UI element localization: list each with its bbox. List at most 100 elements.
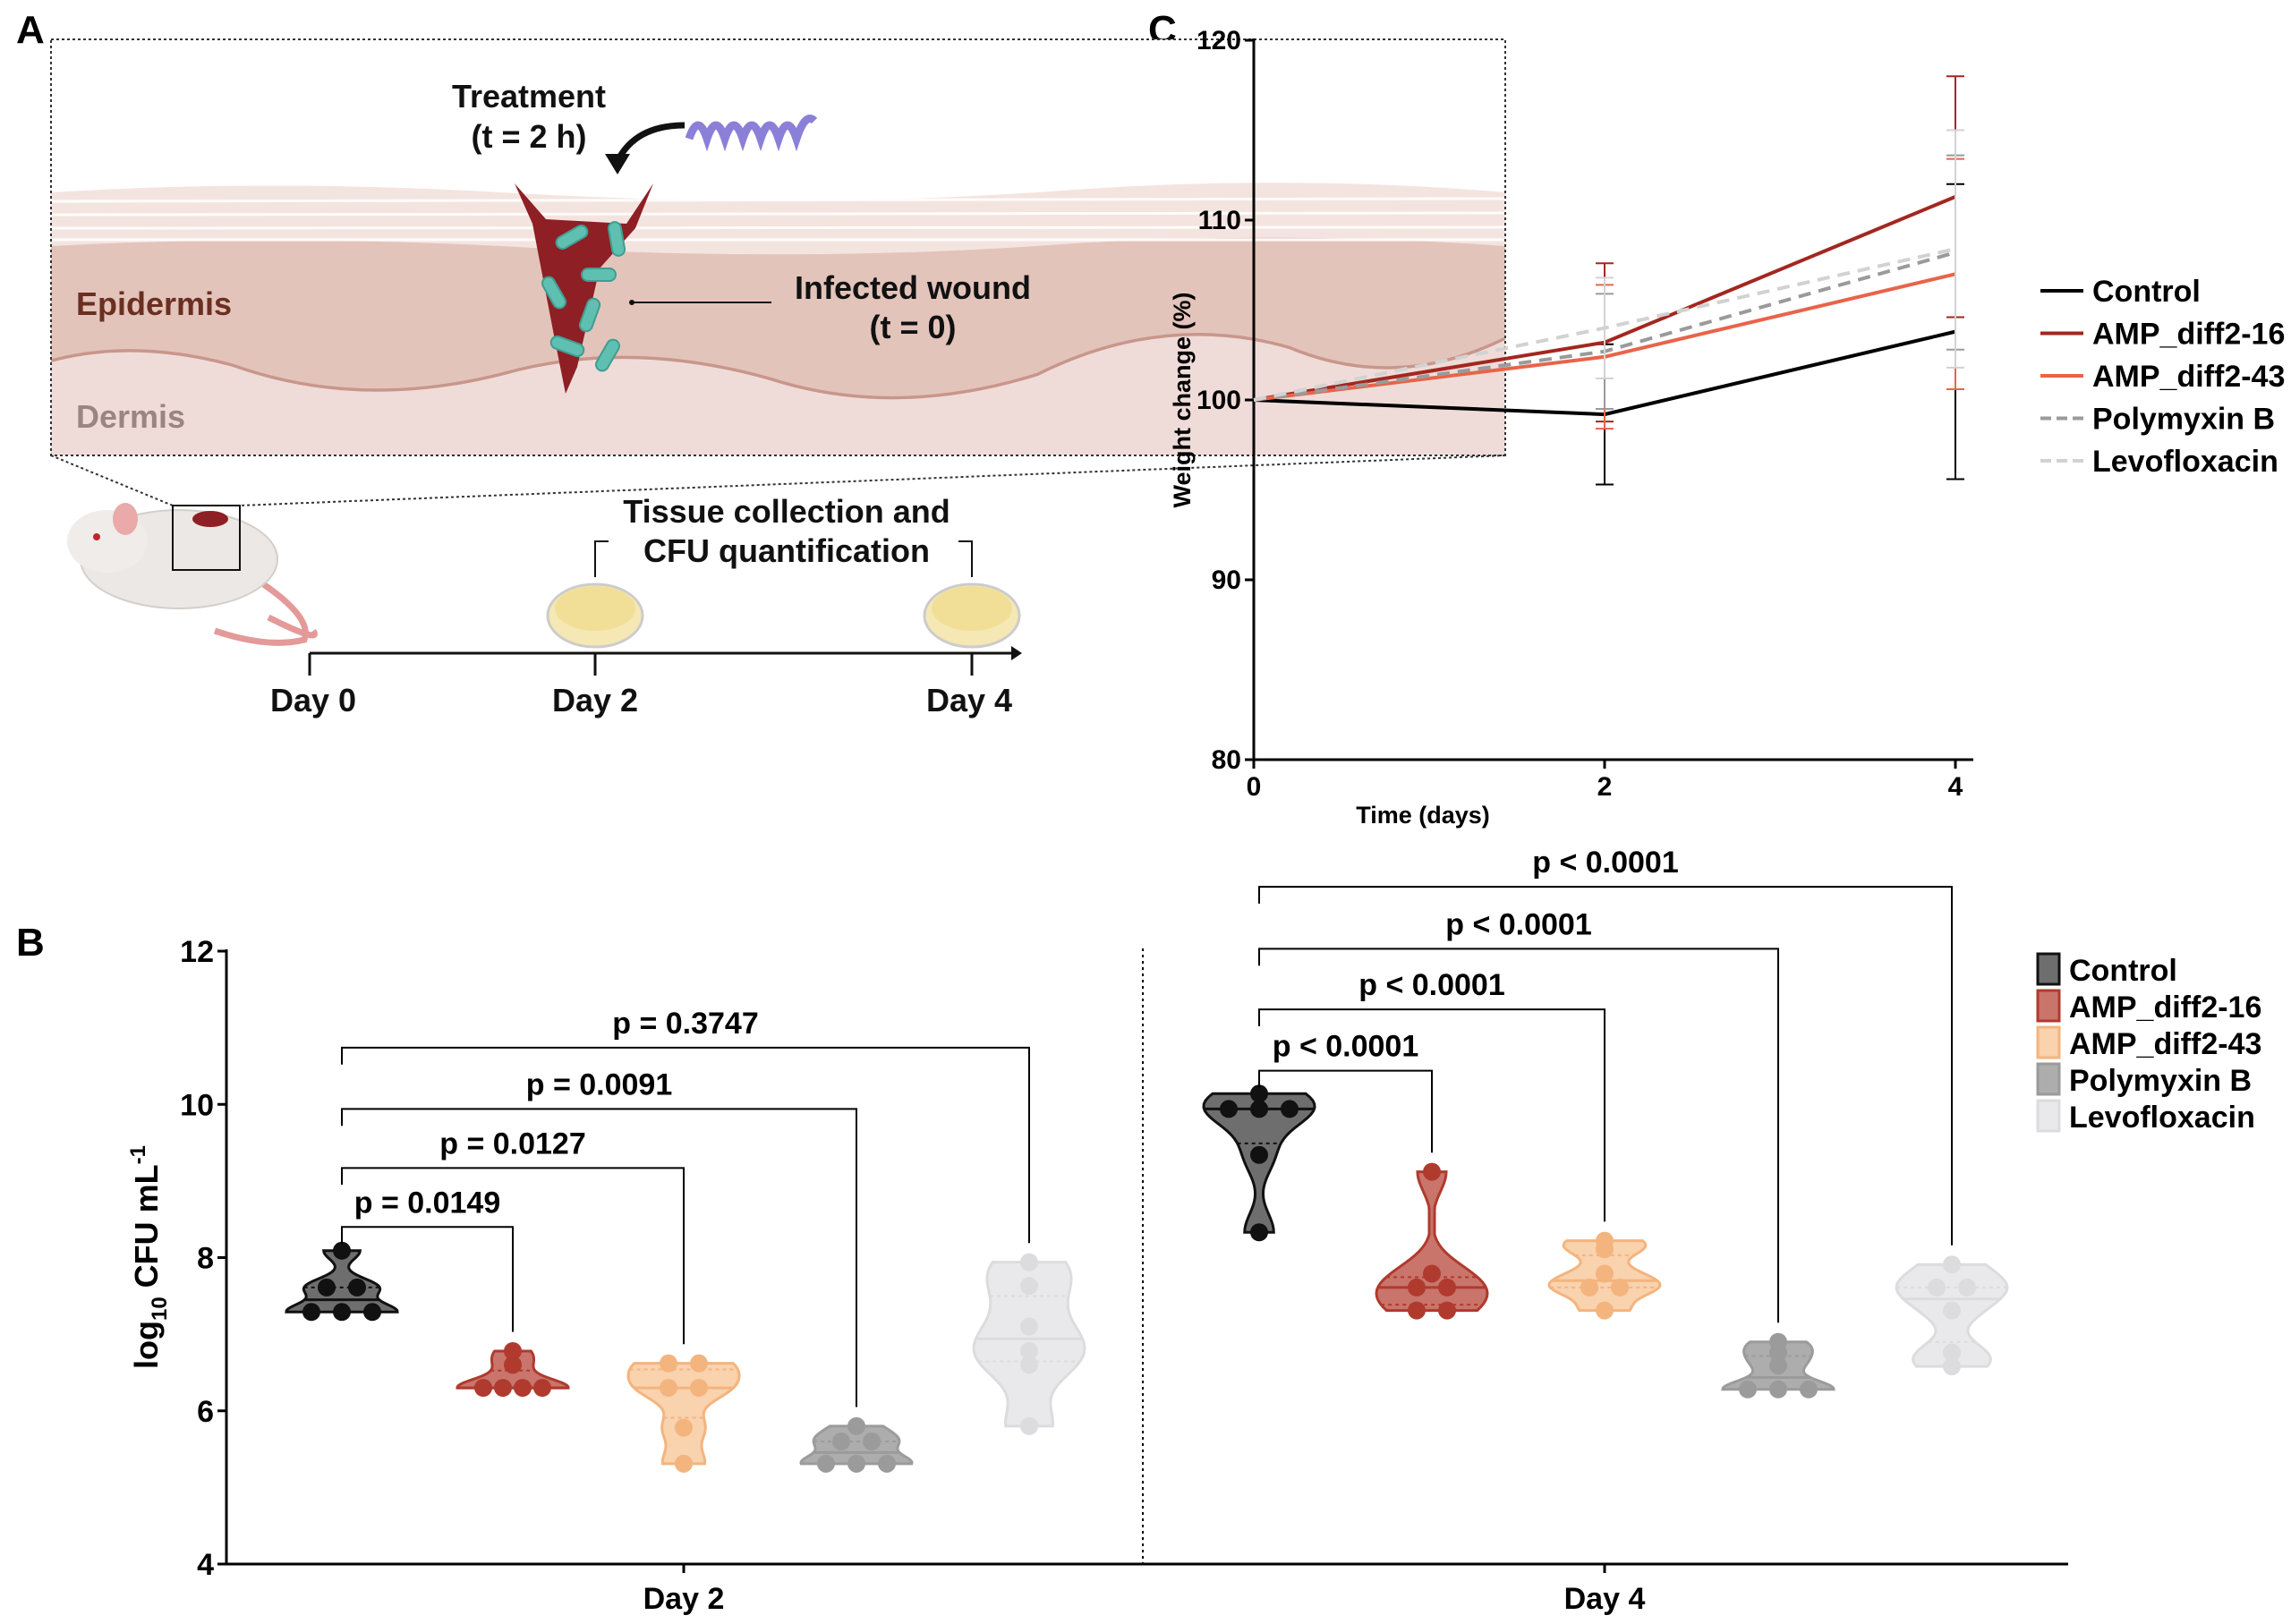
treatment-label: Treatment [452,78,606,115]
zoom-box [50,38,1506,456]
p-value-label: p < 0.0001 [1445,907,1592,941]
b-legend-label: AMP_diff2-16 [2069,991,2261,1025]
b-legend-swatch [2036,1025,2061,1059]
wound-time-label: (t = 0) [869,309,956,345]
data-point [1943,1255,1961,1274]
panel-label-a: A [16,8,45,52]
timeline-day0: Day 0 [270,682,356,718]
c-y-tick-label: 120 [1197,26,1241,55]
b-y-axis-label: log10 CFU mL-1 [126,1145,172,1369]
data-point [1220,1100,1238,1118]
timeline-day2: Day 2 [552,682,638,718]
data-point [348,1278,366,1297]
data-point [1928,1278,1946,1297]
bacteria-icon [541,221,626,372]
mouse-icon [67,503,318,646]
b-y-tick-label: 6 [197,1395,214,1429]
data-point [1769,1380,1787,1399]
timeline-day4: Day 4 [926,682,1012,718]
data-point [363,1303,381,1322]
b-y-tick-label: 12 [180,935,214,969]
data-point [1769,1343,1787,1362]
c-x-axis-label: Time (days) [1356,802,1490,829]
panel-a-illustration: Treatment (t = 2 h) Infected wound (t = … [50,38,1506,718]
data-point [504,1341,522,1360]
b-x-tick-label: Day 2 [643,1582,725,1616]
data-point [1020,1416,1038,1435]
p-value-label: p < 0.0001 [1532,846,1679,880]
b-x-tick-label: Day 4 [1564,1582,1646,1616]
data-point [1020,1317,1038,1336]
c-legend-label: Control [2092,275,2201,309]
p-value-label: p = 0.0149 [354,1186,501,1220]
c-legend-label: Polymyxin B [2092,403,2275,437]
data-point [1281,1100,1299,1118]
data-point [474,1379,492,1398]
data-point [690,1379,708,1398]
b-legend-label: Polymyxin B [2069,1064,2252,1098]
cfu-violin-chart: log10 CFU mL-1 4 6 8 10 12 Day 2 Day 4 p = 0.01… [126,846,2261,1616]
data-point [660,1379,677,1398]
c-y-tick-label: 100 [1197,386,1241,415]
petri-dish-icon [546,582,644,649]
epidermis-layer [51,237,1505,400]
c-x-tick-label: 4 [1948,772,1963,802]
significance-bracket [341,1108,857,1407]
significance-bracket [341,1046,1030,1244]
c-y-tick-label: 90 [1212,565,1241,595]
b-legend-label: AMP_diff2-43 [2069,1027,2261,1061]
data-point [494,1379,512,1398]
b-legend-swatch [2036,1099,2061,1133]
p-value-label: p < 0.0001 [1358,968,1505,1002]
data-point [1958,1278,1976,1297]
violin-2 [626,1362,741,1466]
data-point [660,1354,677,1373]
significance-bracket [341,1226,514,1332]
data-point [847,1454,865,1473]
data-point [675,1418,693,1437]
data-point [817,1454,835,1473]
data-point [504,1356,522,1374]
data-point [863,1433,881,1450]
b-legend-swatch [2036,989,2061,1023]
peptide-icon [685,115,818,152]
data-point [1020,1356,1038,1374]
data-point [318,1278,336,1297]
panel-label-b: B [16,921,45,965]
b-y-tick-label: 4 [197,1548,214,1582]
epidermis-label: Epidermis [76,285,232,322]
b-legend-label: Levofloxacin [2069,1101,2255,1135]
significance-bracket [341,1167,685,1345]
violin-1 [1375,1170,1489,1313]
c-y-tick-label: 110 [1198,206,1241,235]
data-point [1438,1301,1456,1320]
significance-bracket [1258,1069,1433,1153]
p-value-label: p = 0.0091 [526,1067,673,1101]
data-point [1438,1278,1456,1297]
skin-cross-section [51,39,1505,455]
data-point [1596,1264,1614,1283]
dermis-layer [51,336,1505,455]
significance-bracket [1258,948,1779,1323]
p-value-label: p < 0.0001 [1273,1030,1419,1064]
data-point [878,1454,896,1473]
weight-change-chart: Time (days) Weight change (%) 80 90 100 110… [1169,26,2285,829]
p-value-label: p = 0.0127 [439,1127,586,1161]
data-point [1250,1223,1268,1242]
c-legend-label: AMP_diff2-16 [2092,318,2285,352]
data-point [533,1379,551,1398]
violin-0 [285,1249,399,1314]
data-point [1943,1301,1961,1320]
data-point [1020,1277,1038,1296]
data-point [1769,1356,1787,1375]
data-point [1250,1145,1268,1164]
b-legend-label: Control [2069,954,2177,988]
data-point [1580,1278,1598,1297]
data-point [514,1379,532,1398]
data-point [832,1433,850,1450]
data-point [1423,1264,1441,1283]
data-point [1408,1301,1426,1320]
data-point [1943,1357,1961,1376]
data-point [333,1241,351,1260]
